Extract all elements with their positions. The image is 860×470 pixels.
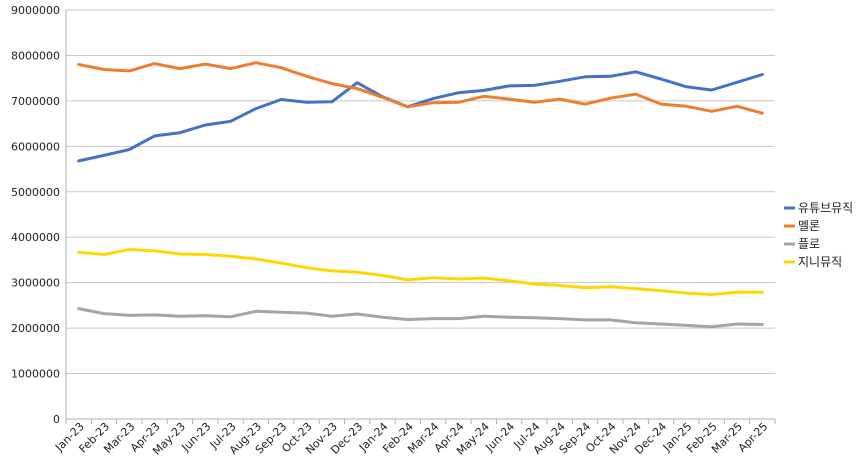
legend-label: 지니뮤직: [798, 255, 842, 269]
legend-label: 멜론: [798, 219, 820, 233]
y-tick-label: 5000000: [11, 186, 60, 199]
series-line-0: [77, 70, 764, 163]
gridlines: [65, 9, 776, 424]
y-tick-label: 0: [53, 413, 60, 426]
y-tick-label: 4000000: [11, 231, 60, 244]
legend-label: 플로: [798, 237, 820, 251]
y-axis-tick-labels: 0 1000000 2000000 3000000 4000000 5000000 6000…: [11, 4, 60, 426]
y-tick-label: 9000000: [11, 4, 60, 17]
y-tick-label: 3000000: [11, 277, 60, 290]
y-tick-label: 6000000: [11, 140, 60, 153]
y-tick-label: 2000000: [11, 322, 60, 335]
y-tick-label: 8000000: [11, 49, 60, 62]
y-tick-label: 1000000: [11, 368, 60, 381]
y-tick-label: 7000000: [11, 95, 60, 108]
series-line-2: [77, 307, 764, 329]
series-line-1: [77, 61, 764, 115]
x-axis-tick-labels: Jan-23Feb-23Mar-23Apr-23May-23Jun-23Jul-…: [52, 420, 770, 458]
series-line-3: [77, 248, 764, 296]
legend-label: 유튜브뮤직: [798, 201, 853, 215]
series-lines: [77, 61, 764, 329]
